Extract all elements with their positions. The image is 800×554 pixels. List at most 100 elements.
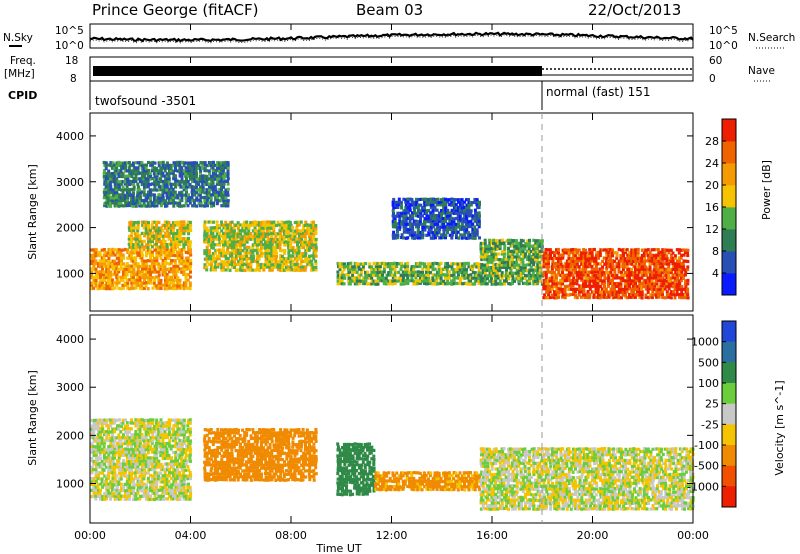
heatmap-cell (140, 240, 144, 244)
heatmap-cell (594, 270, 598, 274)
heatmap-cell (567, 264, 571, 268)
heatmap-cell (638, 284, 642, 288)
heatmap-cell (174, 254, 178, 258)
heatmap-cell (557, 295, 560, 299)
heatmap-cell (268, 251, 272, 255)
heatmap-cell (142, 286, 146, 290)
heatmap-cell (301, 252, 305, 256)
heatmap-cell (146, 259, 150, 263)
heatmap-cell (496, 271, 500, 275)
y-tick-label: 2000 (56, 222, 84, 235)
heatmap-cell (262, 228, 266, 232)
heatmap-cell (586, 254, 590, 258)
heatmap-cell (155, 262, 159, 266)
heatmap-cell (185, 237, 188, 241)
heatmap-cell (404, 281, 408, 286)
heatmap-cell (483, 252, 487, 256)
heatmap-cell (598, 267, 602, 271)
heatmap-cell (482, 242, 486, 246)
heatmap-cell (458, 268, 462, 272)
heatmap-cell (175, 254, 179, 258)
heatmap-cell (255, 248, 259, 252)
heatmap-cell (611, 248, 614, 252)
heatmap-cell (187, 226, 191, 230)
heatmap-cell (272, 232, 276, 236)
heatmap-cell (247, 231, 251, 235)
heatmap-cell (178, 286, 182, 290)
heatmap-cell (473, 236, 477, 240)
heatmap-cell (502, 241, 506, 245)
heatmap-cell (510, 263, 514, 267)
heatmap-cell (100, 286, 104, 290)
heatmap-cell (532, 276, 535, 280)
heatmap-cell (239, 254, 243, 258)
heatmap-cell (117, 204, 121, 208)
heatmap-cell (232, 243, 236, 247)
heatmap-cell (349, 268, 353, 272)
heatmap-cell (239, 223, 243, 227)
heatmap-cell (312, 232, 316, 236)
heatmap-cell (293, 229, 297, 233)
heatmap-cell (481, 263, 485, 267)
heatmap-cell (276, 245, 280, 249)
heatmap-cell (555, 251, 558, 255)
heatmap-cell (644, 281, 648, 285)
heatmap-cell (222, 231, 225, 235)
heatmap-cell (256, 265, 259, 270)
heatmap-cell (168, 248, 172, 252)
heatmap-cell (620, 273, 623, 277)
heatmap-cell (444, 276, 447, 280)
heatmap-cell (582, 262, 586, 266)
heatmap-cell (264, 257, 268, 261)
heatmap-cell (547, 248, 551, 252)
heatmap-cell (203, 204, 207, 208)
heatmap-cell (280, 240, 284, 244)
heatmap-cell (420, 273, 424, 277)
heatmap-cell (485, 244, 489, 248)
heatmap-cell (251, 254, 255, 258)
heatmap-cell (380, 270, 384, 274)
heatmap-cell (211, 235, 215, 239)
heatmap-cell (437, 265, 441, 269)
heatmap-cell (170, 286, 173, 290)
heatmap-cell (483, 279, 487, 283)
heatmap-cell (586, 292, 589, 296)
heatmap-cell (304, 265, 308, 269)
heatmap-cell (235, 249, 239, 253)
heatmap-cell (365, 282, 369, 286)
heatmap-cell (178, 267, 182, 271)
heatmap-cell (579, 295, 583, 299)
heatmap-cell (598, 262, 602, 266)
heatmap-cell (274, 240, 278, 244)
heatmap-cell (478, 222, 481, 226)
heatmap-cell (626, 270, 630, 274)
heatmap-cell (146, 248, 150, 252)
heatmap-cell (502, 263, 506, 267)
heatmap-cell (524, 244, 527, 248)
heatmap-cell (180, 198, 184, 203)
heatmap-cell (393, 276, 397, 280)
heatmap-cell (338, 265, 342, 269)
heatmap-cell (234, 263, 238, 267)
heatmap-cell (129, 253, 133, 258)
heatmap-cell (548, 290, 552, 294)
heatmap-cell (626, 284, 630, 288)
heatmap-cell (136, 223, 140, 227)
heatmap-cell (601, 273, 605, 277)
heatmap-cell (111, 262, 115, 266)
heatmap-cell (278, 223, 282, 227)
heatmap-cell (106, 262, 110, 266)
heatmap-cell (216, 242, 220, 247)
heatmap-cell (103, 259, 107, 263)
heatmap-cell (567, 256, 571, 261)
heatmap-cell (628, 253, 631, 257)
heatmap-cell (582, 268, 586, 272)
heatmap-cell (117, 160, 121, 164)
heatmap-cell (621, 287, 625, 292)
heatmap-cell (232, 256, 236, 260)
heatmap-cell (144, 284, 148, 288)
heatmap-cell (519, 268, 523, 272)
heatmap-cell (224, 243, 228, 247)
heatmap-cell (611, 290, 615, 294)
heatmap-cell (686, 248, 690, 252)
